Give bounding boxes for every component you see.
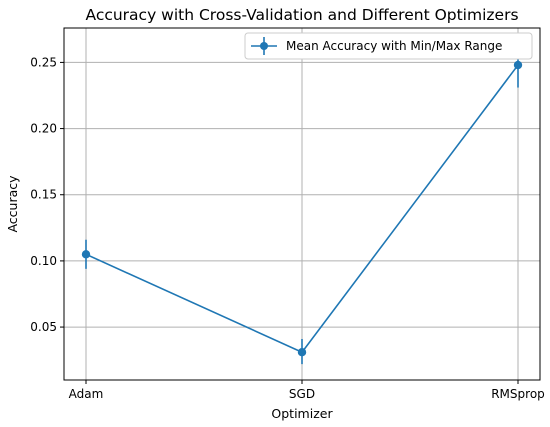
y-axis-ticks: 0.05 0.10 0.15 0.20 0.25 xyxy=(30,55,64,334)
y-axis-label: Accuracy xyxy=(5,175,20,233)
x-tick-label: SGD xyxy=(289,387,315,401)
y-tick-label: 0.25 xyxy=(30,55,57,69)
x-axis-label: Optimizer xyxy=(271,406,333,421)
x-tick-label: RMSprop xyxy=(491,387,545,401)
x-tick-label: Adam xyxy=(69,387,104,401)
y-tick-label: 0.15 xyxy=(30,188,57,202)
legend: Mean Accuracy with Min/Max Range xyxy=(244,32,533,60)
data-point xyxy=(297,348,307,357)
y-tick-label: 0.20 xyxy=(30,122,57,136)
y-tick-label: 0.05 xyxy=(30,320,57,334)
data-point xyxy=(81,250,91,259)
y-tick-label: 0.10 xyxy=(30,254,57,268)
x-axis-ticks: Adam SGD RMSprop xyxy=(69,380,545,401)
legend-box xyxy=(244,32,533,60)
plot-area xyxy=(81,55,523,365)
data-point xyxy=(513,60,523,70)
legend-label: Mean Accuracy with Min/Max Range xyxy=(286,39,502,53)
legend-point-marker xyxy=(260,42,268,50)
grid-lines xyxy=(64,28,540,380)
chart-title: Accuracy with Cross-Validation and Diffe… xyxy=(85,6,518,24)
